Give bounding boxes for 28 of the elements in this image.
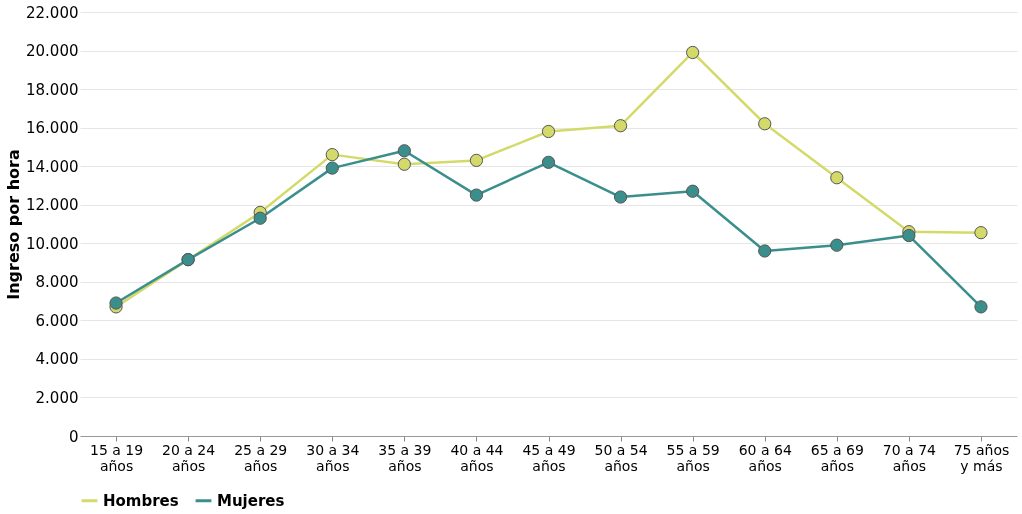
- y-tick-label: 0: [68, 427, 79, 446]
- y-tick-label: 16.000: [26, 119, 79, 138]
- x-tick-label: 60 a 64 años: [738, 441, 792, 474]
- x-tick-label: 15 a 19 años: [89, 441, 144, 474]
- y-tick-label: 4.000: [35, 350, 79, 369]
- x-tick-label: 70 a 74 años: [882, 441, 937, 474]
- x-tick-label: 40 a 44 años: [450, 441, 504, 474]
- y-tick-label: 2.000: [35, 388, 79, 407]
- y-tick-label: 18.000: [26, 80, 79, 99]
- x-tick-label: 75 años y más: [953, 441, 1010, 474]
- x-tick-label: 35 a 39 años: [378, 441, 432, 474]
- y-tick-label: 6.000: [35, 311, 79, 330]
- x-tick-label: 55 a 59 años: [666, 441, 720, 474]
- y-tick-label: 10.000: [26, 234, 79, 253]
- y-tick-label: 20.000: [26, 42, 79, 61]
- y-tick-label: 8.000: [35, 273, 79, 292]
- y-axis-title: Ingreso por hora: [4, 149, 24, 300]
- y-tick-label: 14.000: [26, 157, 79, 176]
- legend-label: Mujeres: [217, 491, 285, 510]
- y-tick-label: 12.000: [26, 196, 79, 215]
- x-tick-label: 45 a 49 años: [522, 441, 576, 474]
- x-tick-label: 30 a 34 años: [306, 441, 360, 474]
- legend-label: Hombres: [103, 491, 179, 510]
- x-tick-label: 20 a 24 años: [162, 441, 216, 474]
- y-tick-label: 22.000: [26, 3, 79, 22]
- x-tick-label: 65 a 69 años: [810, 441, 864, 474]
- x-tick-label: 50 a 54 años: [594, 441, 648, 474]
- x-tick-label: 25 a 29 años: [234, 441, 288, 474]
